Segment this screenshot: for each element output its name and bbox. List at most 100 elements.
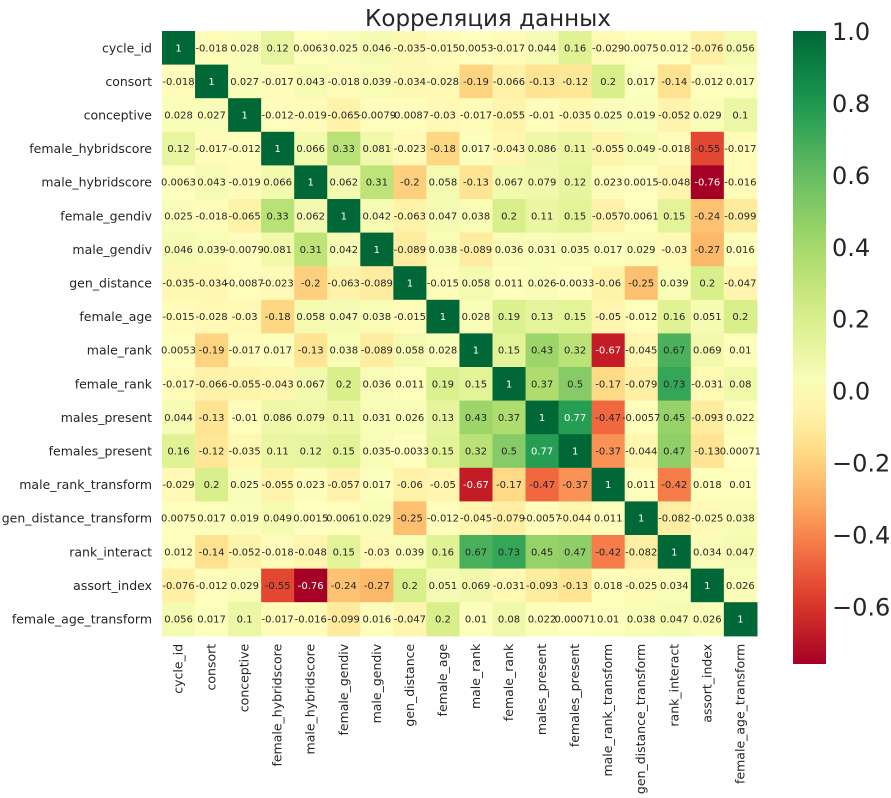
heatmap-cell-value: 0.0015 (293, 514, 328, 525)
heatmap-cell (723, 367, 758, 402)
heatmap-cell-value: 0.37 (531, 379, 553, 390)
heatmap-cell-value: 0.028 (429, 346, 458, 357)
heatmap-cell (591, 602, 626, 637)
heatmap-cell-value: 0.026 (693, 615, 722, 626)
heatmap-cell-value: -0.13 (298, 346, 324, 357)
heatmap-cell-value: 0.15 (564, 211, 586, 222)
heatmap-cell-value: 0.019 (627, 111, 656, 122)
heatmap-cell (360, 535, 394, 570)
heatmap-cell-value: -0.089 (460, 245, 492, 256)
heatmap-cell-value: 1 (241, 111, 247, 122)
heatmap-cell (492, 367, 527, 402)
heatmap-cell (360, 98, 394, 133)
heatmap-cell (261, 131, 295, 166)
heatmap-cell (195, 266, 229, 301)
heatmap-cell-value: -0.015 (427, 43, 459, 54)
heatmap-cell-value: 0.77 (531, 447, 553, 458)
heatmap-cell-value: 0.047 (726, 547, 755, 558)
heatmap-cell-value: 1 (704, 581, 710, 592)
heatmap-cell-value: 0.16 (564, 43, 586, 54)
heatmap-cell (393, 568, 427, 603)
heatmap-cell (657, 299, 692, 334)
heatmap-cell-value: -0.017 (262, 77, 294, 88)
heatmap-cell (591, 199, 626, 234)
x-tick-label: females_present (567, 644, 582, 747)
heatmap-cell (228, 434, 262, 469)
heatmap-cell-value: 0.019 (230, 514, 259, 525)
heatmap-cell-value: -0.035 (229, 447, 261, 458)
heatmap-cell (459, 165, 494, 200)
x-tick-label: female_rank (501, 643, 516, 721)
heatmap-cell-value: 0.026 (528, 279, 557, 290)
heatmap-cell (162, 232, 196, 267)
heatmap-cell-value: 0.039 (197, 245, 226, 256)
x-tick-label: female_age_transform (732, 644, 747, 784)
heatmap-cell-value: 0.016 (726, 245, 755, 256)
heatmap-cell-value: 0.2 (435, 615, 451, 626)
y-tick-label: male_hybridscore (41, 175, 152, 190)
heatmap-cell-value: -0.017 (229, 346, 261, 357)
heatmap-cell-value: -0.17 (496, 480, 522, 491)
heatmap-cell-value: 0.11 (267, 447, 289, 458)
heatmap-cell (492, 602, 527, 637)
heatmap-cell (195, 98, 229, 133)
heatmap-cell (195, 400, 229, 435)
heatmap-cell-value: 0.73 (663, 379, 685, 390)
heatmap-cell (393, 266, 427, 301)
colorbar-tick-label: 0.2 (832, 306, 870, 334)
heatmap-cell (426, 131, 461, 166)
heatmap-cell-value: 0.016 (363, 615, 392, 626)
heatmap-cell-value: 0.058 (296, 312, 325, 323)
heatmap-cell (327, 333, 361, 368)
heatmap-cell-value: -0.066 (195, 379, 227, 390)
heatmap-cell-value: 0.017 (363, 480, 392, 491)
heatmap-cell (591, 434, 626, 469)
heatmap-cell-value: -0.25 (397, 514, 423, 525)
heatmap-cell-value: -0.076 (691, 43, 723, 54)
heatmap-cell (492, 568, 527, 603)
heatmap-cell (624, 165, 659, 200)
heatmap-cell (228, 266, 262, 301)
heatmap-cell (294, 64, 328, 99)
heatmap-cell-value: -0.018 (658, 144, 690, 155)
heatmap-cell (393, 434, 427, 469)
heatmap-cell-value: 0.038 (462, 211, 491, 222)
heatmap-cell-value: 0.017 (627, 77, 656, 88)
heatmap-cell (723, 131, 758, 166)
heatmap-cell (327, 232, 361, 267)
heatmap-cell (690, 501, 725, 536)
heatmap-cell-value: -0.089 (361, 279, 393, 290)
heatmap-cell (426, 64, 461, 99)
heatmap-cell (690, 299, 725, 334)
heatmap-cell-value: -0.099 (328, 615, 360, 626)
heatmap-cell (261, 333, 295, 368)
heatmap-cell-value: -0.19 (199, 346, 225, 357)
heatmap-cell-value: 0.15 (432, 447, 454, 458)
heatmap-cell (690, 367, 725, 402)
heatmap-cell (690, 266, 725, 301)
heatmap-cell (327, 266, 361, 301)
heatmap-cell (558, 64, 593, 99)
heatmap-cell-value: 1 (341, 211, 347, 222)
heatmap-cell-value: 0.086 (528, 144, 557, 155)
heatmap-cell (492, 131, 527, 166)
heatmap-cell-value: -0.016 (724, 178, 756, 189)
heatmap-cell (393, 467, 427, 502)
heatmap-cell-value: 0.039 (660, 279, 689, 290)
heatmap-cell-value: -0.052 (658, 111, 690, 122)
heatmap-cell-value: 0.049 (263, 514, 292, 525)
heatmap-cell (294, 165, 328, 200)
heatmap-cell-value: 0.01 (597, 615, 619, 626)
heatmap-cell-value: 0.00071 (720, 447, 761, 458)
heatmap-cell (492, 232, 527, 267)
heatmap-cell (426, 535, 461, 570)
heatmap-cell-value: 0.018 (693, 480, 722, 491)
heatmap-cell-value: 1 (374, 245, 380, 256)
heatmap-cell-value: 0.5 (501, 447, 517, 458)
heatmap-cell (492, 64, 527, 99)
heatmap-cell (624, 501, 659, 536)
heatmap-cell-value: -0.017 (724, 144, 756, 155)
heatmap-cell (327, 299, 361, 334)
heatmap-cell-value: -0.017 (195, 144, 227, 155)
heatmap-cell-value: -0.0087 (391, 111, 430, 122)
